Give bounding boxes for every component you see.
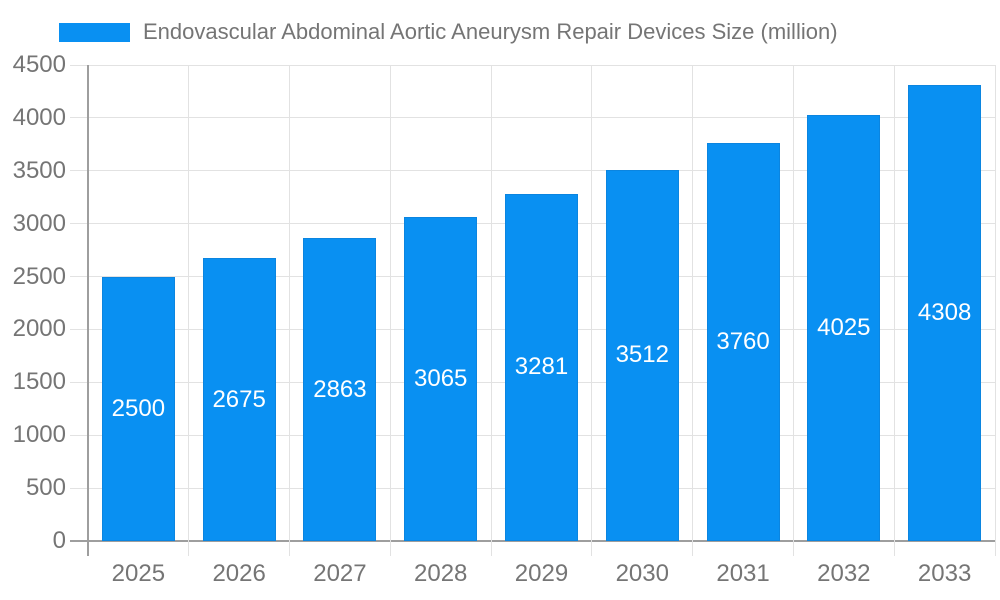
bar-value-label: 2675 bbox=[212, 385, 266, 413]
legend-swatch bbox=[59, 23, 130, 42]
x-gridline bbox=[591, 65, 593, 556]
y-tick-label: 1000 bbox=[12, 421, 66, 449]
y-tick-label: 1500 bbox=[12, 368, 66, 396]
chart-title: Endovascular Abdominal Aortic Aneurysm R… bbox=[143, 19, 838, 44]
x-gridline bbox=[389, 65, 391, 556]
y-axis-line bbox=[87, 65, 89, 556]
bar[interactable] bbox=[303, 238, 377, 541]
bar-value-label: 3281 bbox=[514, 353, 569, 381]
x-gridline bbox=[994, 65, 996, 556]
bar-value-label: 3760 bbox=[716, 328, 770, 356]
y-tick-label: 500 bbox=[25, 474, 66, 502]
bar[interactable] bbox=[505, 193, 578, 541]
x-gridline bbox=[490, 65, 492, 556]
bar-value-label: 3512 bbox=[615, 341, 669, 369]
x-gridline bbox=[893, 65, 895, 556]
bar[interactable] bbox=[908, 85, 982, 541]
x-tick-label: 2028 bbox=[414, 560, 468, 587]
bar[interactable] bbox=[404, 216, 478, 541]
x-tick-label: 2031 bbox=[716, 560, 770, 587]
bar[interactable] bbox=[202, 258, 276, 541]
bar[interactable] bbox=[807, 115, 881, 541]
y-gridline bbox=[70, 64, 995, 66]
bar-value-label: 4308 bbox=[917, 299, 972, 327]
bar-value-label: 4025 bbox=[817, 314, 871, 342]
y-tick-label: 3000 bbox=[12, 209, 66, 237]
bar-value-label: 3065 bbox=[414, 364, 468, 392]
y-tick-label: 2000 bbox=[12, 315, 66, 343]
x-gridline bbox=[692, 65, 694, 556]
y-tick-label: 3500 bbox=[12, 156, 66, 184]
x-tick-label: 2030 bbox=[615, 560, 669, 587]
y-gridline bbox=[70, 170, 995, 172]
x-tick-label: 2029 bbox=[514, 560, 569, 587]
bar-value-label: 2500 bbox=[111, 394, 166, 422]
x-tick-label: 2032 bbox=[817, 560, 871, 587]
x-tick-label: 2027 bbox=[313, 560, 367, 587]
x-tick-label: 2025 bbox=[111, 560, 166, 587]
y-gridline bbox=[70, 117, 995, 119]
bar[interactable] bbox=[605, 169, 679, 541]
y-tick-label: 0 bbox=[52, 527, 66, 554]
x-axis-line bbox=[70, 540, 995, 542]
x-tick-label: 2026 bbox=[212, 560, 266, 587]
y-tick-label: 4000 bbox=[12, 103, 66, 131]
bar-value-label: 2863 bbox=[313, 375, 367, 403]
x-gridline bbox=[188, 65, 190, 556]
y-tick-label: 4500 bbox=[12, 51, 66, 78]
x-gridline bbox=[289, 65, 291, 556]
x-tick-label: 2033 bbox=[917, 560, 972, 587]
x-gridline bbox=[792, 65, 794, 556]
bar[interactable] bbox=[101, 276, 175, 541]
bar[interactable] bbox=[706, 143, 780, 541]
y-tick-label: 2500 bbox=[12, 262, 66, 290]
